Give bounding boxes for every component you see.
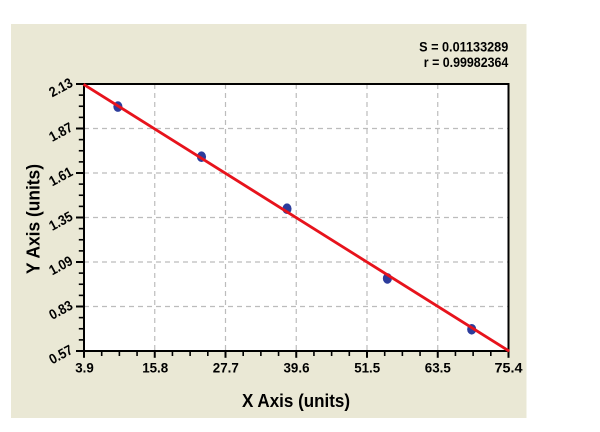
svg-text:Y Axis (units): Y Axis (units) bbox=[23, 164, 44, 274]
svg-text:15.8: 15.8 bbox=[142, 360, 168, 376]
svg-text:63.5: 63.5 bbox=[425, 360, 451, 376]
svg-text:X Axis (units): X Axis (units) bbox=[242, 390, 350, 411]
svg-text:r = 0.99982364: r = 0.99982364 bbox=[424, 54, 509, 70]
svg-text:3.9: 3.9 bbox=[75, 360, 94, 376]
svg-text:75.4: 75.4 bbox=[495, 360, 523, 376]
svg-text:51.5: 51.5 bbox=[354, 360, 380, 376]
svg-text:27.7: 27.7 bbox=[213, 360, 239, 376]
svg-text:S = 0.01133289: S = 0.01133289 bbox=[419, 38, 508, 54]
svg-text:39.6: 39.6 bbox=[284, 360, 310, 376]
